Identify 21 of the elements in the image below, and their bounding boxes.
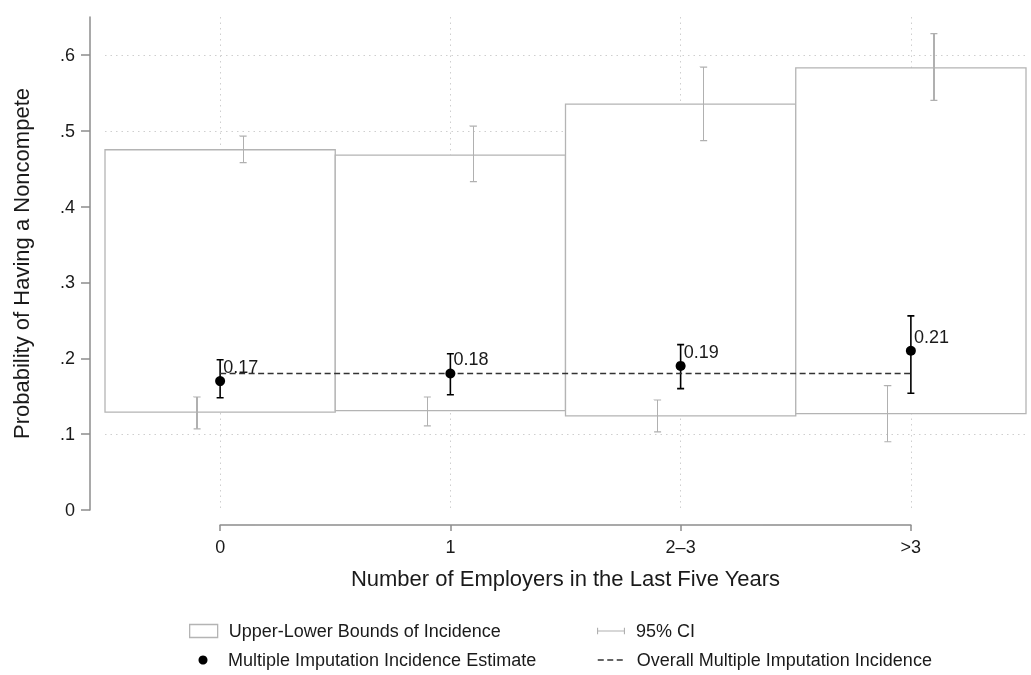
- legend-label: Overall Multiple Imputation Incidence: [636, 650, 932, 670]
- y-tick-label: .1: [59, 424, 75, 445]
- y-tick-label: .2: [59, 348, 75, 369]
- x-tick-label: 1: [445, 537, 456, 557]
- y-tick-label: .6: [59, 44, 75, 65]
- x-axis-title: Number of Employers in the Last Five Years: [350, 565, 781, 591]
- data-label: 0.18: [453, 349, 489, 370]
- y-tick-label: .5: [59, 120, 75, 141]
- legend-label: 95% CI: [636, 621, 696, 641]
- data-label: 0.19: [683, 341, 719, 362]
- legend-label: Upper-Lower Bounds of Incidence: [228, 621, 501, 641]
- x-tick-label: 0: [215, 537, 226, 557]
- x-tick-label: 2–3: [665, 537, 696, 557]
- x-tick-label: >3: [900, 537, 922, 557]
- data-label: 0.17: [223, 357, 259, 378]
- y-tick-label: .3: [59, 272, 75, 293]
- y-axis-title: Probability of Having a Noncompete: [8, 88, 34, 439]
- y-tick-label: .4: [59, 196, 75, 217]
- y-tick-label: 0: [64, 500, 75, 520]
- data-label: 0.21: [913, 326, 949, 347]
- legend-label: Multiple Imputation Incidence Estimate: [228, 650, 537, 670]
